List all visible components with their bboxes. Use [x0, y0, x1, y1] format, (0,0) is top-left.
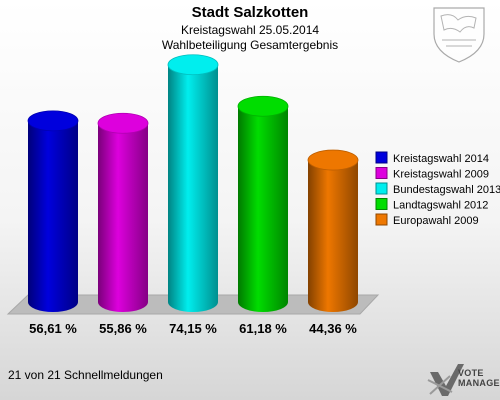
logo-line-2: MANAGER — [458, 378, 500, 388]
bar-3 — [167, 54, 219, 312]
page-title: Stadt Salzkotten — [191, 4, 309, 21]
value-label-3: 74,15 % — [169, 321, 217, 336]
legend-label-1: Kreistagswahl 2014 — [393, 153, 489, 165]
vote-manager-logo-icon — [427, 364, 464, 396]
bar-body-2 — [98, 123, 148, 312]
bar-4 — [237, 95, 289, 312]
coat-of-arms-icon — [433, 7, 485, 63]
bar-2 — [97, 112, 149, 312]
value-label-1: 56,61 % — [29, 321, 77, 336]
bar-body-5 — [308, 160, 358, 312]
legend-swatch-2 — [375, 167, 388, 179]
legend-label-5: Europawahl 2009 — [393, 215, 479, 227]
vote-manager-logo-text: VOTE MANAGER — [458, 368, 500, 388]
logo-line-1: VOTE — [458, 368, 484, 378]
legend: Kreistagswahl 2014 Kreistagswahl 2009 Bund… — [375, 151, 500, 227]
bar-body-1 — [28, 120, 78, 312]
legend-swatch-1 — [375, 151, 388, 164]
value-label-4: 61,18 % — [239, 321, 287, 336]
legend-label-3: Bundestagswahl 2013 — [393, 184, 500, 196]
legend-label-4: Landtagswahl 2012 — [393, 200, 488, 212]
bar-5 — [307, 149, 359, 312]
legend-swatch-5 — [375, 213, 388, 226]
bar-top-3 — [167, 54, 219, 76]
bar-top-5 — [307, 149, 359, 171]
bar-body-4 — [238, 106, 288, 312]
legend-swatch-4 — [375, 198, 388, 210]
bar-body-3 — [168, 64, 218, 312]
bar-1 — [27, 110, 79, 312]
footer-status: 21 von 21 Schnellmeldungen — [8, 368, 163, 382]
value-label-2: 55,86 % — [99, 321, 147, 336]
page-subtitle: Kreistagswahl 25.05.2014 — [180, 23, 320, 37]
chart-title: Wahlbeteiligung Gesamtergebnis — [161, 38, 339, 52]
bar-top-1 — [27, 110, 79, 132]
legend-label-2: Kreistagswahl 2009 — [393, 169, 489, 181]
bar-top-2 — [97, 112, 149, 134]
legend-swatch-3 — [375, 182, 388, 195]
bar-top-4 — [237, 95, 289, 117]
value-label-5: 44,36 % — [309, 321, 357, 336]
